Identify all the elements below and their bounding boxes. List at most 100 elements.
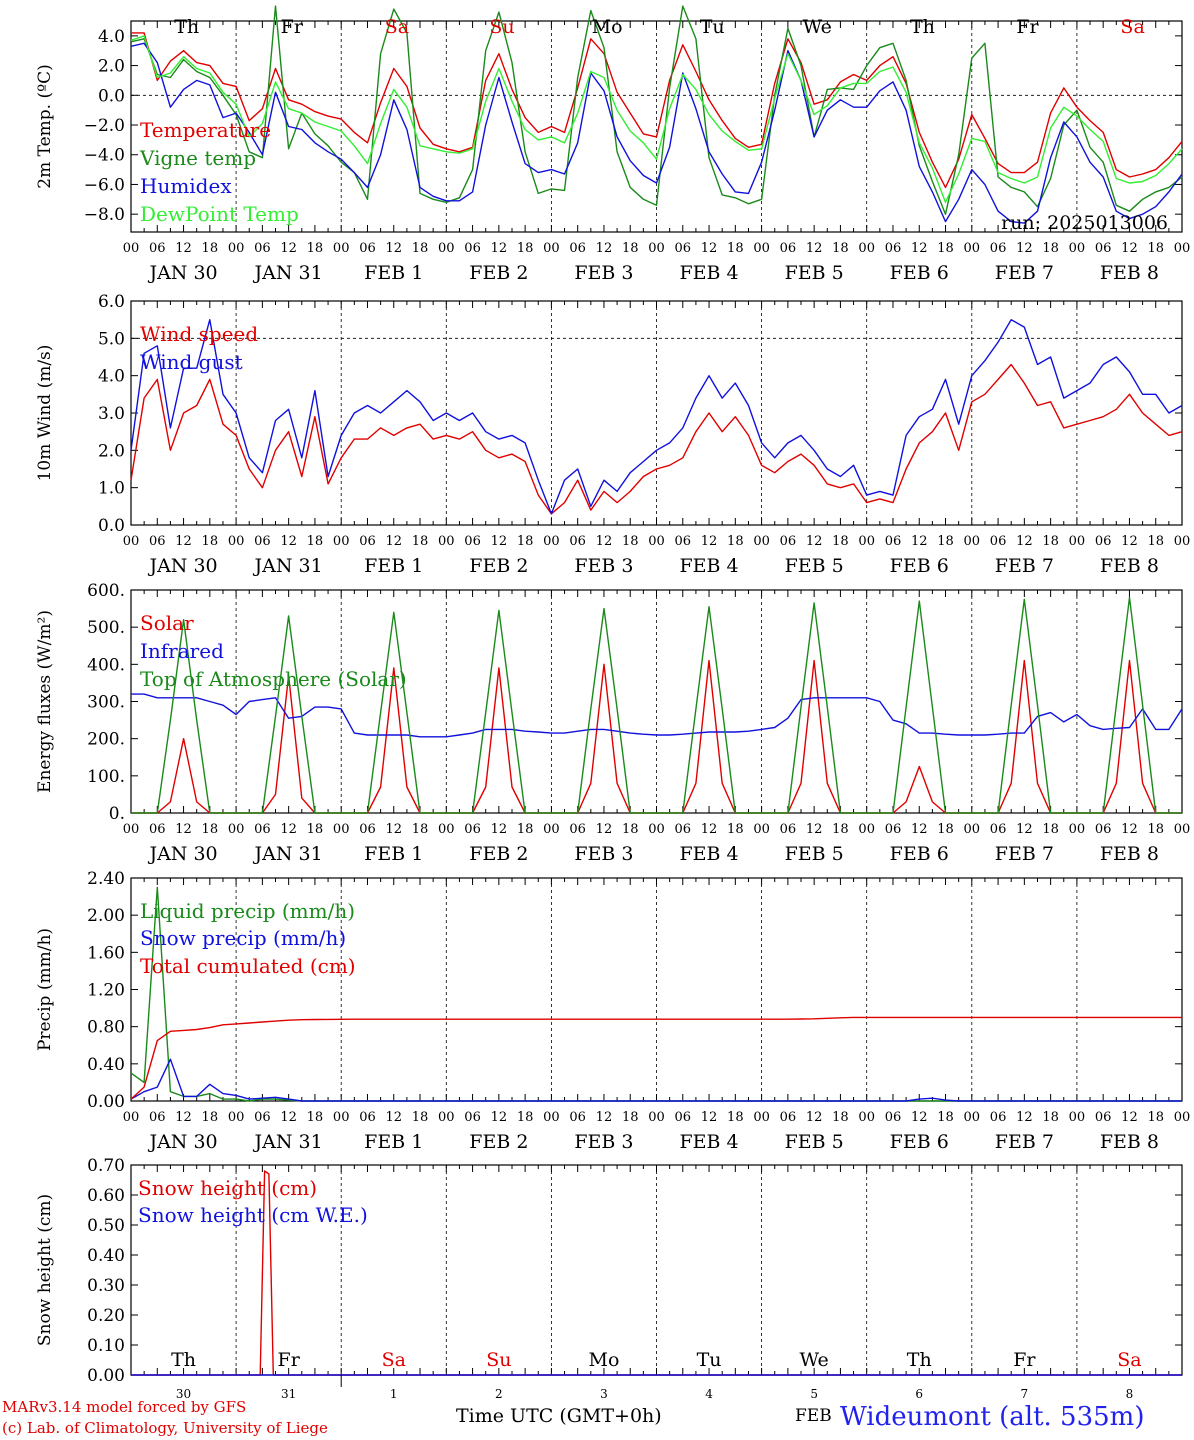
hour-tick-label: 12 — [911, 822, 928, 837]
hour-tick-label: 18 — [832, 241, 849, 256]
date-label: FEB 7 — [995, 1131, 1054, 1153]
hour-tick-label: 12 — [280, 241, 297, 256]
legend-entry: Humidex — [140, 174, 232, 198]
date-label: JAN 30 — [147, 843, 217, 865]
series-line-snow-precip-mm-h- — [130, 1058, 1182, 1102]
chart-panel-4: 2.40 2.00 1.60 1.20 0.80 0.40 0.00 Precip (mm/h… — [35, 869, 1190, 1153]
date-label: FEB 8 — [1100, 555, 1159, 577]
weekday-label-top: Th — [910, 16, 935, 38]
date-label: JAN 30 — [147, 555, 217, 577]
chart-panel-2: 6.0 5.0 4.0 3.0 2.0 1.0 0.0 10m Wind (m/s) Wind … — [35, 292, 1190, 577]
date-label: FEB 3 — [574, 262, 633, 284]
weekday-label-bottom: We — [800, 1349, 829, 1371]
hour-tick-label: 06 — [990, 1110, 1007, 1125]
y-tick-label: 400. — [87, 655, 125, 675]
date-label: FEB 1 — [364, 843, 423, 865]
hour-tick-label: 18 — [1147, 1110, 1164, 1125]
hour-tick-label: 06 — [359, 822, 376, 837]
date-label: FEB 3 — [574, 1131, 633, 1153]
y-tick-label: 0. — [109, 804, 125, 824]
y-tick-label: 1.20 — [87, 981, 125, 1001]
hour-tick-label: 00 — [333, 241, 350, 256]
legend-entry: Top of Atmosphere (Solar) — [140, 667, 407, 691]
hour-tick-label: 12 — [701, 1110, 718, 1125]
hour-tick-label: 18 — [202, 241, 219, 256]
y-tick-label: 4.0 — [98, 27, 125, 47]
y-tick-label: 0.60 — [87, 1186, 125, 1206]
date-label: FEB 5 — [785, 843, 844, 865]
hour-tick-label: 06 — [359, 241, 376, 256]
hour-tick-label: 12 — [911, 534, 928, 549]
hour-tick-label: 18 — [202, 1110, 219, 1125]
hour-tick-label: 00 — [1069, 1110, 1086, 1125]
series-line-total-cumulated-cm- — [130, 1016, 1182, 1100]
y-tick-label: 4.0 — [98, 367, 125, 387]
weekday-label-bottom: Tu — [697, 1349, 722, 1371]
series-line-infrared — [131, 693, 1183, 738]
hour-tick-label: 00 — [543, 822, 560, 837]
y-tick-label: 0.80 — [87, 1018, 125, 1038]
date-label: FEB 3 — [574, 555, 633, 577]
y-axis-label: Snow height (cm) — [35, 1194, 55, 1346]
y-tick-label: 2.00 — [87, 906, 125, 926]
hour-tick-label: 18 — [412, 1110, 429, 1125]
run-label: run: 2025013006 — [1001, 212, 1168, 234]
hour-tick-label: 00 — [858, 241, 875, 256]
hour-tick-label: 00 — [1174, 1110, 1191, 1125]
hour-tick-label: 00 — [543, 241, 560, 256]
hour-tick-label: 00 — [753, 822, 770, 837]
hour-tick-label: 06 — [254, 534, 271, 549]
hour-tick-label: 00 — [123, 241, 140, 256]
y-tick-label: −8.0 — [84, 205, 125, 225]
hour-tick-label: 18 — [727, 822, 744, 837]
hour-tick-label: 12 — [1121, 1110, 1138, 1125]
hour-tick-label: 18 — [307, 241, 324, 256]
legend-entry: Total cumulated (cm) — [140, 954, 356, 978]
series-line-temperature — [131, 32, 1183, 189]
hour-tick-label: 12 — [806, 241, 823, 256]
hour-tick-label: 12 — [1121, 822, 1138, 837]
y-tick-label: 0.50 — [87, 1216, 125, 1236]
series-line-dewpoint-temp — [130, 35, 1183, 204]
hour-tick-label: 06 — [569, 534, 586, 549]
hour-tick-label: 00 — [753, 1110, 770, 1125]
hour-tick-label: 12 — [701, 241, 718, 256]
hour-tick-label: 06 — [569, 822, 586, 837]
legend-entry: DewPoint Temp — [140, 202, 299, 226]
hour-tick-label: 18 — [1042, 822, 1059, 837]
chart-panel-1: 4.0 2.0 0.0 −2.0 −4.0 −6.0 −8.0 2m Temp. (ºC) Te… — [35, 5, 1190, 284]
weekday-label-bottom: Su — [486, 1349, 511, 1371]
hour-tick-label: 06 — [254, 822, 271, 837]
date-label: FEB 6 — [890, 262, 949, 284]
hour-tick-label: 06 — [885, 1110, 902, 1125]
y-axis-label: 2m Temp. (ºC) — [35, 64, 55, 189]
hour-tick-label: 12 — [911, 241, 928, 256]
date-label: JAN 31 — [253, 555, 323, 577]
legend-entry: Temperature — [140, 118, 271, 142]
hour-tick-label: 18 — [307, 534, 324, 549]
hour-tick-label: 12 — [596, 534, 613, 549]
hour-tick-label: 06 — [990, 534, 1007, 549]
footer-day-number: 3 — [600, 1387, 608, 1401]
weekday-label-bottom: Fr — [1013, 1349, 1036, 1371]
hour-tick-label: 12 — [385, 1110, 402, 1125]
hour-tick-label: 18 — [622, 241, 639, 256]
hour-tick-label: 00 — [1069, 534, 1086, 549]
y-tick-label: −6.0 — [84, 175, 125, 195]
hour-tick-label: 00 — [964, 1110, 981, 1125]
hour-tick-label: 00 — [1069, 241, 1086, 256]
hour-tick-label: 12 — [280, 534, 297, 549]
y-tick-label: −2.0 — [84, 116, 125, 136]
hour-tick-label: 18 — [1147, 822, 1164, 837]
y-tick-label: 2.0 — [98, 441, 125, 461]
hour-tick-label: 06 — [464, 534, 481, 549]
y-tick-label: 0.40 — [87, 1246, 125, 1266]
footer-day-number: 4 — [705, 1387, 713, 1401]
hour-tick-label: 06 — [675, 1110, 692, 1125]
hour-tick-label: 12 — [385, 534, 402, 549]
hour-tick-label: 18 — [1042, 534, 1059, 549]
y-tick-label: 0.30 — [87, 1276, 125, 1296]
hour-tick-label: 00 — [228, 1110, 245, 1125]
weekday-label-top: Fr — [281, 16, 304, 38]
footer-day-number: 2 — [495, 1387, 503, 1401]
